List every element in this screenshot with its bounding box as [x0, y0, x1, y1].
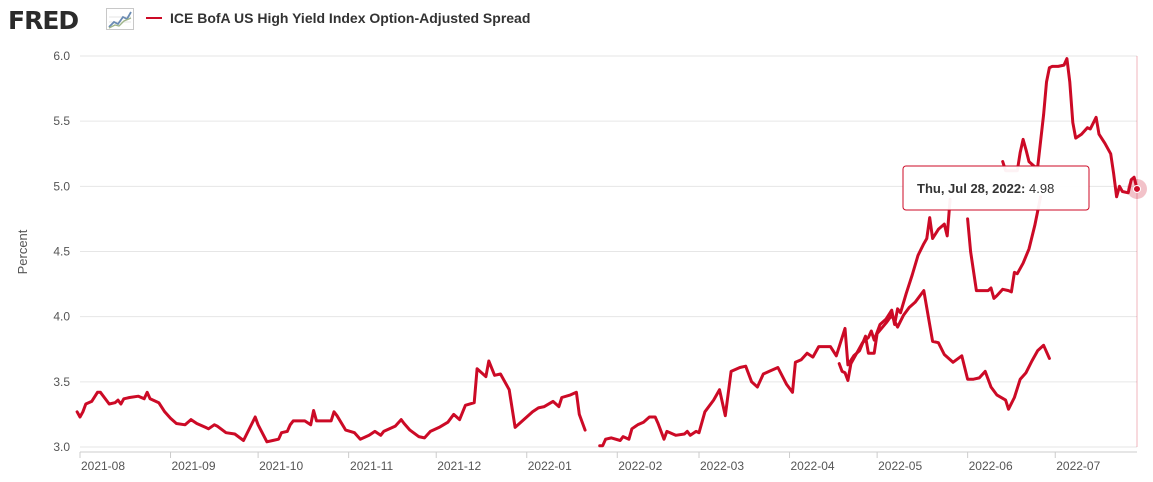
x-tick-label: 2022-04 — [791, 459, 835, 473]
y-tick-label: 6.0 — [53, 49, 70, 63]
data-series[interactable] — [75, 57, 1139, 448]
x-tick-label: 2022-07 — [1056, 459, 1100, 473]
series-line[interactable] — [1001, 57, 1139, 199]
tooltip: Thu, Jul 28, 2022: 4.98 — [902, 56, 1138, 447]
grid-lines — [80, 55, 1137, 448]
y-axis-label: Percent — [15, 229, 30, 274]
x-tick-label: 2022-06 — [969, 459, 1013, 473]
x-tick-label: 2022-03 — [700, 459, 744, 473]
series-line[interactable] — [598, 289, 1051, 448]
y-tick-label: 3.0 — [53, 440, 70, 454]
series-line[interactable] — [966, 195, 1043, 300]
fred-logo[interactable]: FRED — [8, 6, 79, 35]
tooltip-date: Thu, Jul 28, 2022: — [917, 181, 1025, 196]
tooltip-value: 4.98 — [1029, 181, 1054, 196]
tooltip-box — [902, 165, 1090, 211]
x-tick-label: 2021-10 — [259, 459, 303, 473]
x-tick-label: 2022-01 — [528, 459, 572, 473]
x-tick-label: 2022-05 — [878, 459, 922, 473]
y-tick-label: 5.0 — [53, 179, 70, 193]
y-tick-label: 4.0 — [53, 310, 70, 324]
x-tick-label: 2021-08 — [81, 459, 125, 473]
legend-label: ICE BofA US High Yield Index Option-Adju… — [170, 10, 531, 26]
y-tick-label: 3.5 — [53, 375, 70, 389]
x-tick-label: 2022-02 — [618, 459, 662, 473]
y-axis-ticks: 3.0 3.5 4.0 4.5 5.0 5.5 6.0 — [53, 49, 70, 454]
x-tick-label: 2021-11 — [350, 459, 393, 473]
x-tick-label: 2021-09 — [171, 459, 215, 473]
tooltip-text: Thu, Jul 28, 2022: 4.98 — [917, 181, 1054, 196]
legend-swatch — [146, 17, 162, 19]
line-chart-icon — [106, 8, 134, 30]
chart-header: FRED ICE BofA US High Yield Index Option… — [0, 0, 1153, 40]
x-axis-ticks: 2021-08 2021-09 2021-10 2021-11 2021-12 2022-… — [79, 452, 1101, 473]
x-tick-label: 2021-12 — [437, 459, 481, 473]
y-tick-label: 4.5 — [53, 245, 70, 259]
chart-legend[interactable]: ICE BofA US High Yield Index Option-Adju… — [146, 10, 530, 26]
y-tick-label: 5.5 — [53, 114, 70, 128]
series-line[interactable] — [837, 197, 952, 382]
hover-marker — [1133, 184, 1141, 193]
series-line[interactable] — [75, 359, 587, 444]
